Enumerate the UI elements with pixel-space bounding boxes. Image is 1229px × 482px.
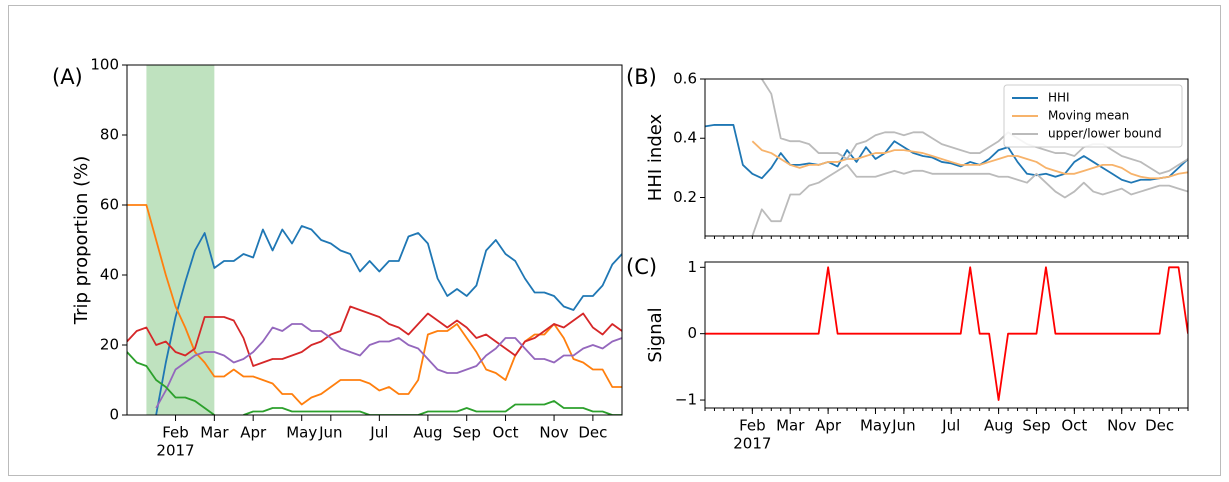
- x-tick-label: Sep: [1022, 417, 1050, 435]
- x-tick-label: Jul: [941, 417, 960, 435]
- x-tick-label: Mar: [776, 417, 805, 435]
- x-tick-label: Mar: [200, 424, 229, 442]
- x-year-label: 2017: [156, 442, 194, 460]
- y-tick-label: 0: [109, 406, 119, 424]
- y-axis-label: Signal: [645, 307, 666, 362]
- highlight-span: [146, 65, 215, 415]
- x-tick-label: Aug: [984, 417, 1013, 435]
- x-tick-label: Apr: [815, 417, 842, 435]
- x-tick-label: May: [860, 417, 891, 435]
- y-tick-label: 0.6: [673, 70, 697, 88]
- panel-label: (C): [626, 255, 657, 279]
- y-tick-label: 0.2: [673, 188, 697, 206]
- y-tick-label: 100: [90, 56, 119, 74]
- x-tick-label: Jul: [369, 424, 388, 442]
- series-line: [705, 124, 1188, 184]
- x-tick-label: May: [286, 424, 317, 442]
- x-tick-label: Aug: [413, 424, 442, 442]
- series-line: [751, 140, 1188, 180]
- x-tick-label: Oct: [1061, 417, 1087, 435]
- panel-label: (B): [626, 65, 657, 89]
- legend-label: HHI: [1048, 91, 1070, 105]
- panel-label: (A): [52, 65, 83, 89]
- legend-label: upper/lower bound: [1048, 127, 1162, 141]
- y-axis-label: HHI index: [645, 113, 666, 201]
- y-tick-label: 0: [687, 324, 697, 342]
- legend-label: Moving mean: [1048, 109, 1129, 123]
- series-line: [705, 266, 1188, 401]
- y-tick-label: 0.4: [673, 129, 697, 147]
- x-tick-label: Sep: [453, 424, 481, 442]
- figure-frame: [8, 5, 1221, 476]
- x-tick-label: Jun: [891, 417, 915, 435]
- series-line: [155, 323, 622, 409]
- x-tick-label: Jun: [318, 424, 342, 442]
- x-tick-label: Nov: [539, 424, 568, 442]
- x-tick-label: Feb: [162, 424, 189, 442]
- series-line: [127, 351, 622, 415]
- x-tick-label: Apr: [240, 424, 267, 442]
- y-tick-label: 20: [100, 336, 119, 354]
- legend-box: [1003, 84, 1183, 148]
- x-year-label: 2017: [733, 435, 771, 453]
- x-tick-label: Dec: [578, 424, 607, 442]
- series-line: [155, 225, 622, 415]
- y-tick-label: 60: [100, 196, 119, 214]
- y-tick-label: 80: [100, 126, 119, 144]
- axes-frame: [704, 261, 1189, 409]
- plot-area: [705, 79, 1188, 236]
- plot-area: [705, 266, 1188, 401]
- y-axis-label: Trip proportion (%): [71, 156, 92, 326]
- series-line-lower: [751, 164, 1188, 236]
- x-tick-label: Dec: [1145, 417, 1174, 435]
- plot-area: [127, 65, 622, 415]
- x-tick-label: Nov: [1107, 417, 1136, 435]
- axes-frame: [126, 64, 623, 416]
- series-line: [127, 305, 622, 367]
- x-tick-label: Feb: [739, 417, 766, 435]
- series-line: [760, 79, 1188, 175]
- axes-frame: [704, 78, 1189, 237]
- y-tick-label: 40: [100, 266, 119, 284]
- y-tick-label: −1: [675, 391, 697, 409]
- x-tick-label: Oct: [493, 424, 519, 442]
- y-tick-label: 1: [687, 258, 697, 276]
